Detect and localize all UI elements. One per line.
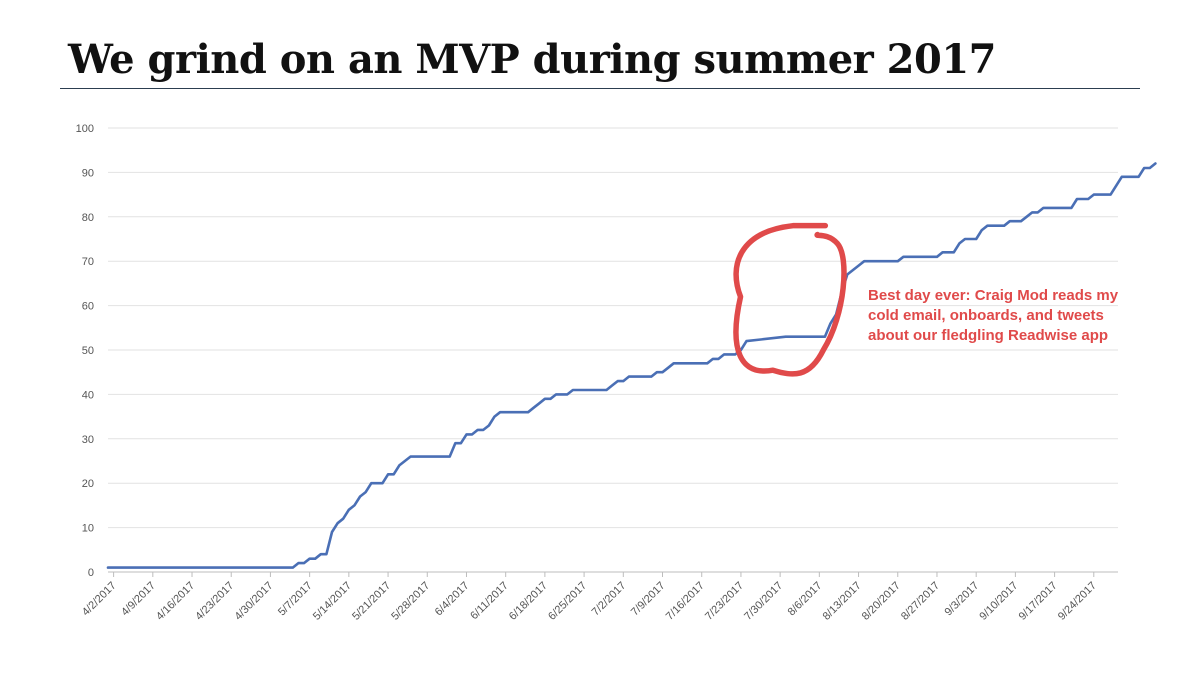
x-tick-label: 5/7/2017	[276, 580, 315, 619]
gridlines	[108, 127, 1118, 529]
y-tick-label: 50	[82, 345, 94, 357]
x-tick-label: 9/17/2017	[1017, 580, 1060, 623]
x-tick-label: 7/30/2017	[742, 580, 785, 623]
slide-title: We grind on an MVP during summer 2017	[68, 36, 997, 83]
x-tick-label: 8/6/2017	[786, 580, 825, 619]
y-tick-label: 10	[82, 523, 94, 535]
highlight-loop	[733, 222, 847, 377]
x-tick-label: 9/10/2017	[977, 580, 1020, 623]
x-tick-label: 8/13/2017	[821, 580, 864, 623]
x-axis: 4/2/2017 4/9/20174/16/20174/23/20174/30/2…	[80, 571, 1118, 623]
title-divider	[60, 88, 1140, 89]
annotation-callout: Best day ever: Craig Mod reads my cold e…	[868, 286, 1168, 346]
annotation-line: cold email, onboards, and tweets	[868, 307, 1104, 324]
x-tick-label: 6/11/2017	[468, 580, 511, 623]
x-tick-label: 4/2/2017	[80, 580, 119, 619]
series-line	[106, 162, 1157, 569]
x-tick-label: 7/23/2017	[703, 580, 746, 623]
series-layer	[106, 162, 1157, 569]
y-tick-label: 80	[82, 212, 94, 224]
x-tick-label: 6/4/2017	[433, 580, 472, 619]
x-tick-label: 6/25/2017	[546, 580, 589, 623]
x-tick-label: 5/21/2017	[350, 580, 393, 623]
x-tick-label: 9/24/2017	[1056, 580, 1099, 623]
highlight-circle	[733, 222, 847, 377]
y-axis-tick-labels: 0 10 20 30 40 50 60 70 80 90 100	[76, 123, 94, 579]
y-tick-label: 30	[82, 434, 94, 446]
y-tick-label: 100	[76, 123, 94, 135]
x-tick-label: 7/2/2017	[590, 580, 629, 619]
x-tick-label: 5/28/2017	[389, 580, 432, 623]
annotation-line: about our fledgling Readwise app	[868, 327, 1109, 344]
annotation-line: Best day ever: Craig Mod reads my	[868, 287, 1119, 304]
x-tick-label: 4/9/2017	[119, 580, 158, 619]
x-tick-label: 4/30/2017	[232, 580, 275, 623]
x-tick-label: 9/3/2017	[943, 580, 982, 619]
x-tick-label: 7/16/2017	[664, 580, 707, 623]
y-tick-label: 40	[82, 389, 94, 401]
y-tick-label: 0	[88, 567, 94, 579]
y-tick-label: 20	[82, 478, 94, 490]
x-tick-label: 8/27/2017	[899, 580, 942, 623]
x-tick-label: 8/20/2017	[860, 580, 903, 623]
x-tick-label: 4/23/2017	[193, 580, 236, 623]
x-tick-label: 7/9/2017	[629, 580, 668, 619]
y-tick-label: 60	[82, 301, 94, 313]
x-tick-label: 5/14/2017	[311, 580, 354, 623]
x-tick-label: 6/18/2017	[507, 580, 550, 623]
y-tick-label: 90	[82, 167, 94, 179]
y-tick-label: 70	[82, 256, 94, 268]
x-tick-label: 4/16/2017	[154, 580, 197, 623]
